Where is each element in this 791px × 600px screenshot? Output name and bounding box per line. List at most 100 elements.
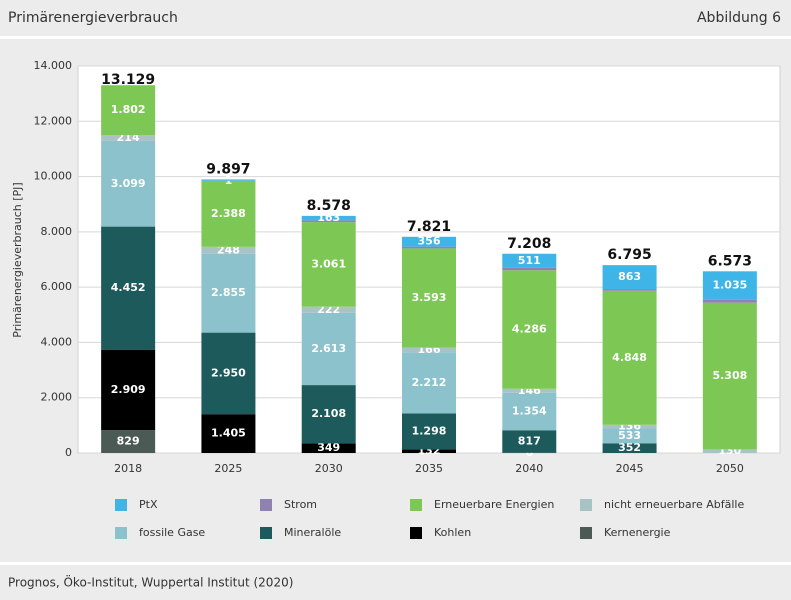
segment-label: 1.354 — [512, 405, 547, 418]
segment-label: 356 — [418, 235, 441, 248]
segment-label: 1.405 — [211, 427, 246, 440]
segment-label: 4.452 — [111, 281, 146, 294]
bar-segment — [101, 349, 156, 431]
segment-label: 1.802 — [111, 103, 146, 116]
bar-segment — [201, 246, 256, 254]
x-tick-label: 2050 — [716, 462, 744, 475]
total-label: 13.129 — [101, 72, 155, 88]
segment-label: 352 — [618, 441, 641, 454]
bar-segment — [301, 222, 356, 307]
total-label: 7.821 — [407, 219, 451, 235]
segment-label: 3.099 — [111, 177, 146, 190]
bar-segment — [502, 430, 557, 453]
segment-label: 511 — [518, 254, 541, 267]
x-tick-label: 2040 — [515, 462, 543, 475]
y-tick-label: 14.000 — [34, 59, 73, 72]
segment-label: 349 — [317, 441, 340, 454]
bar-segment — [201, 414, 256, 453]
bar-segment — [201, 332, 256, 415]
segment-label: 863 — [618, 270, 641, 283]
x-tick-label: 2045 — [616, 462, 644, 475]
bar-segment — [101, 140, 156, 227]
bar-segment — [702, 271, 757, 300]
segment-label: 3.061 — [311, 257, 346, 270]
bar-segment — [402, 449, 456, 453]
segment-label: 5.308 — [712, 369, 747, 382]
total-label: 9.897 — [206, 161, 250, 177]
total-label: 6.573 — [708, 253, 752, 269]
footer-rule — [0, 562, 791, 565]
bar-segment — [702, 299, 757, 303]
bar-segment — [502, 270, 557, 389]
bar-segment — [502, 392, 557, 431]
bar-segment — [602, 265, 657, 290]
bar-segment — [301, 443, 356, 453]
legend-swatch — [580, 527, 592, 539]
bar-segment — [702, 449, 757, 453]
bar-segment — [402, 413, 456, 450]
bar-segment — [502, 267, 557, 271]
legend-swatch — [410, 527, 422, 539]
y-tick-label: 12.000 — [34, 114, 73, 127]
bar-segment — [301, 215, 356, 221]
legend-label: nicht erneuerbare Abfälle — [604, 498, 744, 511]
segment-label: 2.388 — [211, 207, 246, 220]
bar-segment — [101, 430, 156, 453]
legend-label: Mineralöle — [284, 526, 341, 539]
y-tick-label: 6.000 — [41, 280, 73, 293]
bar-segment — [101, 135, 156, 141]
segment-label: 2.212 — [412, 376, 447, 389]
segment-label: 1.035 — [712, 279, 747, 292]
legend-label: PtX — [139, 498, 158, 511]
segment-label: 2.950 — [211, 366, 246, 379]
bar-segment — [602, 428, 657, 444]
y-tick-label: 10.000 — [34, 170, 73, 183]
bar-segment — [702, 302, 757, 450]
segment-label: 2.613 — [311, 342, 346, 355]
x-tick-label: 2035 — [415, 462, 443, 475]
segment-label: 4.848 — [612, 351, 647, 364]
legend-label: Kernenergie — [604, 526, 671, 539]
segment-label: 4.286 — [512, 323, 547, 336]
legend-swatch — [115, 527, 127, 539]
bar-segment — [201, 180, 256, 247]
source: Prognos, Öko-Institut, Wuppertal Institu… — [8, 574, 293, 590]
segment-label: 533 — [618, 429, 641, 442]
y-tick-label: 2.000 — [41, 391, 73, 404]
legend-label: Kohlen — [434, 526, 471, 539]
bar-segment — [602, 289, 657, 291]
figure-number: Abbildung 6 — [697, 10, 781, 26]
total-label: 7.208 — [507, 236, 551, 252]
bar-segment — [301, 220, 356, 223]
y-tick-label: 8.000 — [41, 225, 73, 238]
header-rule — [0, 36, 791, 39]
legend-label: fossile Gase — [139, 526, 205, 539]
total-label: 8.578 — [307, 198, 351, 214]
bar-segment — [402, 352, 456, 414]
bar-segment — [301, 312, 356, 386]
legend-label: Erneuerbare Energien — [434, 498, 554, 511]
bar-segment — [402, 236, 456, 247]
legend-swatch — [260, 527, 272, 539]
bar-segment — [602, 443, 657, 453]
bar-segment — [502, 253, 557, 268]
bar-segment — [502, 388, 557, 393]
segment-label: 1.298 — [412, 424, 447, 437]
y-axis-label: Primärenergieverbrauch [PJ] — [11, 182, 24, 337]
segment-label: 2.108 — [311, 407, 346, 420]
bar-segment — [101, 226, 156, 350]
bar-segment — [402, 347, 456, 353]
bar-segment — [301, 385, 356, 444]
legend-swatch — [580, 499, 592, 511]
segment-label: 2.909 — [111, 383, 146, 396]
bar-segment — [402, 246, 456, 249]
bar-segment — [201, 253, 256, 333]
segment-label: 2.855 — [211, 286, 246, 299]
legend-swatch — [115, 499, 127, 511]
segment-label: 3.593 — [412, 291, 447, 304]
y-tick-label: 4.000 — [41, 335, 73, 348]
bar-segment — [602, 424, 657, 429]
legend-swatch — [410, 499, 422, 511]
bar-segment — [602, 290, 657, 425]
